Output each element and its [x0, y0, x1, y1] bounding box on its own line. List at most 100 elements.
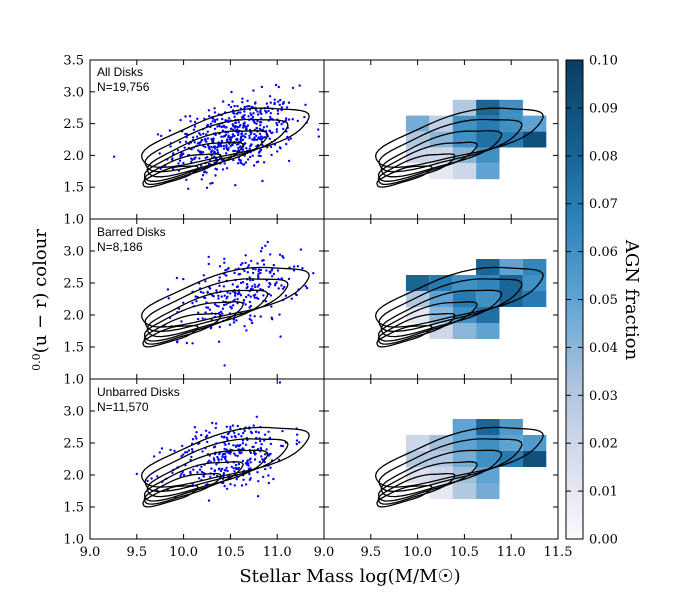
contour-line — [380, 449, 503, 498]
scatter-point — [225, 297, 228, 300]
scatter-point — [244, 261, 247, 265]
scatter-point — [224, 269, 227, 272]
scatter-point — [178, 141, 182, 144]
scatter-point — [234, 184, 237, 187]
scatter-point — [209, 122, 213, 126]
scatter-point — [238, 125, 241, 128]
scatter-point — [223, 261, 226, 264]
scatter-point — [196, 142, 200, 145]
scatter-point — [268, 270, 271, 273]
scatter-point — [222, 436, 226, 439]
svg-text:0.0(u − r) colour: 0.0(u − r) colour — [30, 229, 51, 371]
scatter-point — [239, 145, 242, 149]
panel-label-unbarred-disks: Unbarred Disks — [97, 385, 180, 399]
scatter-point — [244, 303, 247, 306]
scatter-point — [312, 272, 315, 275]
scatter-point — [250, 131, 253, 134]
scatter-point — [208, 431, 211, 434]
scatter-point — [211, 294, 214, 297]
scatter-point — [296, 119, 299, 123]
scatter-point — [196, 117, 199, 121]
scatter-point — [270, 131, 273, 135]
scatter-point — [328, 272, 330, 274]
scatter-point — [265, 102, 269, 105]
agn-fraction-cell — [452, 147, 477, 164]
scatter-point — [214, 174, 217, 177]
scatter-point — [276, 269, 280, 272]
scatter-point — [224, 455, 227, 458]
scatter-point — [263, 453, 267, 456]
scatter-point — [221, 307, 225, 310]
contour-line — [376, 324, 433, 348]
scatter-point — [232, 444, 235, 447]
y-tick-label: 2.0 — [63, 309, 84, 324]
colorbar-tick-label: 0.00 — [589, 533, 618, 548]
scatter-point — [295, 293, 298, 297]
scatter-point — [237, 121, 240, 124]
scatter-point — [254, 268, 257, 271]
agn-fraction-cell — [476, 435, 500, 451]
scatter-point — [241, 459, 245, 463]
scatter-point — [226, 268, 229, 271]
scatter-point — [212, 446, 216, 449]
scatter-point — [233, 271, 236, 275]
scatter-point — [225, 466, 228, 470]
scatter-point — [269, 145, 273, 149]
scatter-point — [227, 136, 230, 139]
scatter-point — [249, 451, 253, 455]
scatter-point — [283, 285, 286, 289]
agn-fraction-cell — [452, 483, 477, 499]
scatter-point — [207, 109, 211, 112]
scatter-point — [201, 450, 204, 453]
scatter-point — [207, 499, 211, 502]
scatter-point — [217, 294, 220, 297]
scatter-point — [249, 461, 252, 464]
scatter-point — [159, 167, 162, 170]
scatter-point — [230, 465, 233, 468]
scatter-point — [272, 263, 275, 267]
scatter-point — [228, 323, 232, 326]
scatter-point — [227, 117, 231, 120]
scatter-point — [289, 137, 292, 140]
scatter-point — [269, 294, 273, 297]
scatter-point — [226, 291, 229, 294]
scatter-point — [264, 244, 267, 247]
scatter-point — [267, 285, 270, 288]
scatter-point — [270, 316, 273, 319]
scatter-point — [235, 285, 239, 289]
scatter-point — [223, 257, 226, 260]
scatter-point — [275, 130, 278, 133]
scatter-point — [181, 444, 184, 448]
contour-line — [143, 461, 244, 502]
scatter-point — [262, 294, 265, 297]
scatter-point — [232, 321, 236, 324]
scatter-point — [239, 140, 243, 143]
agn-fraction-cell — [522, 275, 547, 291]
scatter-point — [231, 283, 234, 286]
scatter-point — [202, 274, 205, 277]
scatter-point — [268, 137, 271, 140]
agn-fraction-cell — [522, 259, 547, 275]
scatter-point — [250, 113, 253, 117]
scatter-point — [278, 381, 282, 384]
scatter-point — [242, 126, 245, 129]
scatter-point — [225, 448, 228, 451]
panel-count-all-disks: N=19,756 — [97, 80, 150, 94]
scatter-point — [274, 83, 278, 87]
panel-count-unbarred-disks: N=11,570 — [97, 400, 149, 414]
contour-line — [377, 312, 456, 345]
scatter-point — [223, 294, 226, 297]
scatter-point — [222, 303, 226, 307]
scatter-point — [296, 265, 300, 268]
scatter-point — [245, 283, 249, 286]
contour-line — [377, 141, 478, 182]
scatter-point — [156, 475, 159, 478]
scatter-point — [192, 128, 196, 131]
y-tick-label: 2.0 — [63, 149, 84, 164]
scatter-panel-0 — [112, 83, 320, 190]
agn-fraction-cell — [452, 307, 477, 323]
scatter-point — [237, 291, 240, 294]
scatter-point — [229, 292, 232, 295]
scatter-point — [234, 291, 237, 294]
scatter-point — [198, 477, 201, 480]
